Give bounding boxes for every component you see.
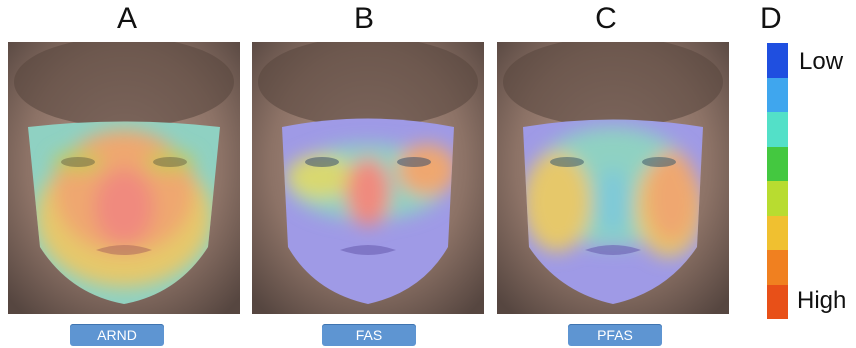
legend-letter: D [760,2,782,35]
legend-low-label: Low [799,48,844,75]
scale-step-1 [767,43,788,78]
scale-step-8 [767,284,788,319]
face-heatmap-fas [252,42,484,314]
face-heatmap-arnd [8,42,240,314]
panel-letter-b: B [353,2,374,35]
scale-step-7 [767,250,788,285]
scale-step-6 [767,215,788,250]
legend-high-label: High [797,287,847,314]
label-pfas: PFAS [568,324,662,346]
scale-step-2 [767,77,788,112]
label-arnd: ARND [70,324,164,346]
scale-step-4 [767,146,788,181]
scale-step-5 [767,181,788,216]
panel-letter-a: A [116,2,137,35]
scale-step-3 [767,112,788,147]
face-heatmap-pfas [497,42,729,314]
color-scale-bar [767,43,788,319]
label-fas: FAS [322,324,416,346]
panel-letter-c: C [595,2,617,35]
